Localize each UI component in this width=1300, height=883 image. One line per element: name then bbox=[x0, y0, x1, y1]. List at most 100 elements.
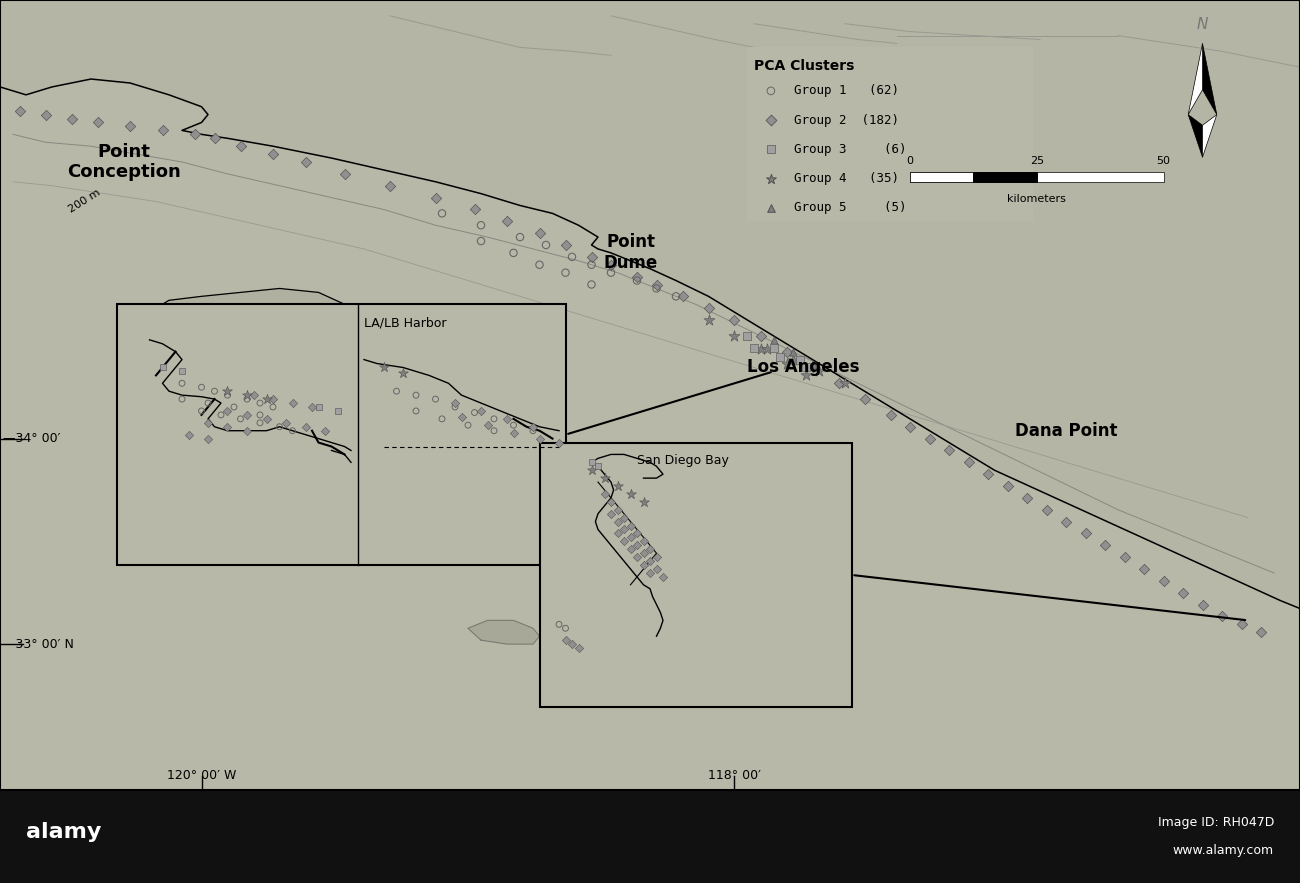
Point bbox=[204, 384, 225, 398]
Point bbox=[471, 404, 491, 418]
Point bbox=[263, 400, 283, 414]
Text: Group 5     (5): Group 5 (5) bbox=[794, 201, 907, 215]
Polygon shape bbox=[494, 351, 520, 367]
Point bbox=[640, 554, 660, 568]
Point bbox=[555, 238, 576, 252]
Point bbox=[698, 301, 719, 315]
Point bbox=[763, 333, 784, 347]
Point bbox=[607, 479, 628, 493]
Point bbox=[393, 366, 413, 380]
Text: alamy: alamy bbox=[26, 822, 101, 842]
Point bbox=[386, 384, 407, 398]
Point bbox=[178, 427, 199, 442]
Polygon shape bbox=[1188, 43, 1202, 115]
Point bbox=[35, 108, 56, 122]
Point bbox=[523, 424, 543, 438]
Point bbox=[295, 155, 316, 169]
Text: Point
Dume: Point Dume bbox=[603, 233, 658, 272]
Point bbox=[760, 171, 781, 185]
Point bbox=[601, 258, 621, 272]
Point bbox=[217, 419, 238, 434]
Point bbox=[529, 258, 550, 272]
Text: —33° 00′ N: —33° 00′ N bbox=[3, 638, 74, 651]
Point bbox=[503, 245, 524, 260]
Bar bbox=[910, 172, 1037, 182]
Point bbox=[484, 424, 504, 438]
Point bbox=[620, 542, 641, 556]
Point bbox=[9, 103, 30, 117]
Point bbox=[172, 365, 192, 379]
Text: Image ID: RH047D: Image ID: RH047D bbox=[1157, 816, 1274, 829]
Point bbox=[198, 432, 218, 446]
Point bbox=[1134, 562, 1154, 576]
Text: 0: 0 bbox=[906, 156, 914, 166]
Point bbox=[835, 376, 855, 390]
Point bbox=[1114, 550, 1135, 564]
Point bbox=[614, 534, 634, 548]
Point bbox=[406, 404, 426, 418]
Point bbox=[497, 215, 517, 229]
Point bbox=[477, 419, 498, 433]
Point bbox=[607, 526, 628, 540]
Point bbox=[555, 266, 576, 280]
Point bbox=[185, 127, 205, 141]
Point bbox=[760, 200, 781, 215]
Point bbox=[646, 282, 667, 296]
Polygon shape bbox=[1202, 43, 1217, 115]
Point bbox=[620, 518, 641, 532]
Point bbox=[276, 416, 296, 430]
Point bbox=[757, 343, 777, 357]
Point bbox=[919, 432, 940, 446]
Point bbox=[581, 277, 602, 291]
Polygon shape bbox=[462, 388, 507, 407]
Point bbox=[445, 396, 465, 410]
Point bbox=[796, 360, 816, 374]
Point bbox=[581, 456, 602, 470]
Polygon shape bbox=[1188, 115, 1202, 157]
Point bbox=[380, 178, 400, 192]
Point bbox=[237, 392, 257, 406]
Text: 25: 25 bbox=[1030, 156, 1044, 166]
Point bbox=[796, 368, 816, 382]
Point bbox=[789, 352, 810, 366]
Point bbox=[802, 360, 823, 374]
Polygon shape bbox=[384, 320, 442, 336]
Point bbox=[594, 487, 615, 501]
Point bbox=[549, 435, 569, 449]
Point bbox=[568, 641, 589, 655]
Point bbox=[997, 479, 1018, 493]
Point bbox=[581, 258, 602, 272]
Polygon shape bbox=[156, 289, 364, 336]
Point bbox=[978, 467, 998, 481]
Point bbox=[763, 341, 784, 355]
Point bbox=[432, 207, 452, 221]
Point bbox=[536, 238, 556, 252]
Point bbox=[503, 419, 524, 433]
Point bbox=[172, 376, 192, 390]
Point bbox=[425, 392, 446, 406]
Point bbox=[1212, 609, 1232, 623]
Point bbox=[646, 550, 667, 564]
Point bbox=[87, 116, 108, 130]
Point bbox=[191, 381, 212, 395]
Point bbox=[750, 328, 771, 343]
Point bbox=[250, 408, 270, 422]
Point bbox=[529, 432, 550, 446]
Text: Group 2  (182): Group 2 (182) bbox=[794, 114, 900, 126]
Point bbox=[302, 400, 322, 414]
Point bbox=[770, 351, 790, 365]
Text: 120° 00′ W: 120° 00′ W bbox=[166, 769, 237, 782]
Point bbox=[191, 404, 212, 418]
Point bbox=[802, 357, 823, 371]
Polygon shape bbox=[468, 621, 540, 644]
Point bbox=[152, 360, 173, 374]
Point bbox=[263, 392, 283, 406]
Point bbox=[555, 633, 576, 647]
Point bbox=[315, 424, 335, 438]
Point bbox=[237, 389, 257, 403]
Point bbox=[601, 494, 621, 509]
Point bbox=[581, 464, 602, 478]
Point bbox=[295, 419, 316, 434]
Point bbox=[432, 411, 452, 426]
Point bbox=[484, 411, 504, 426]
